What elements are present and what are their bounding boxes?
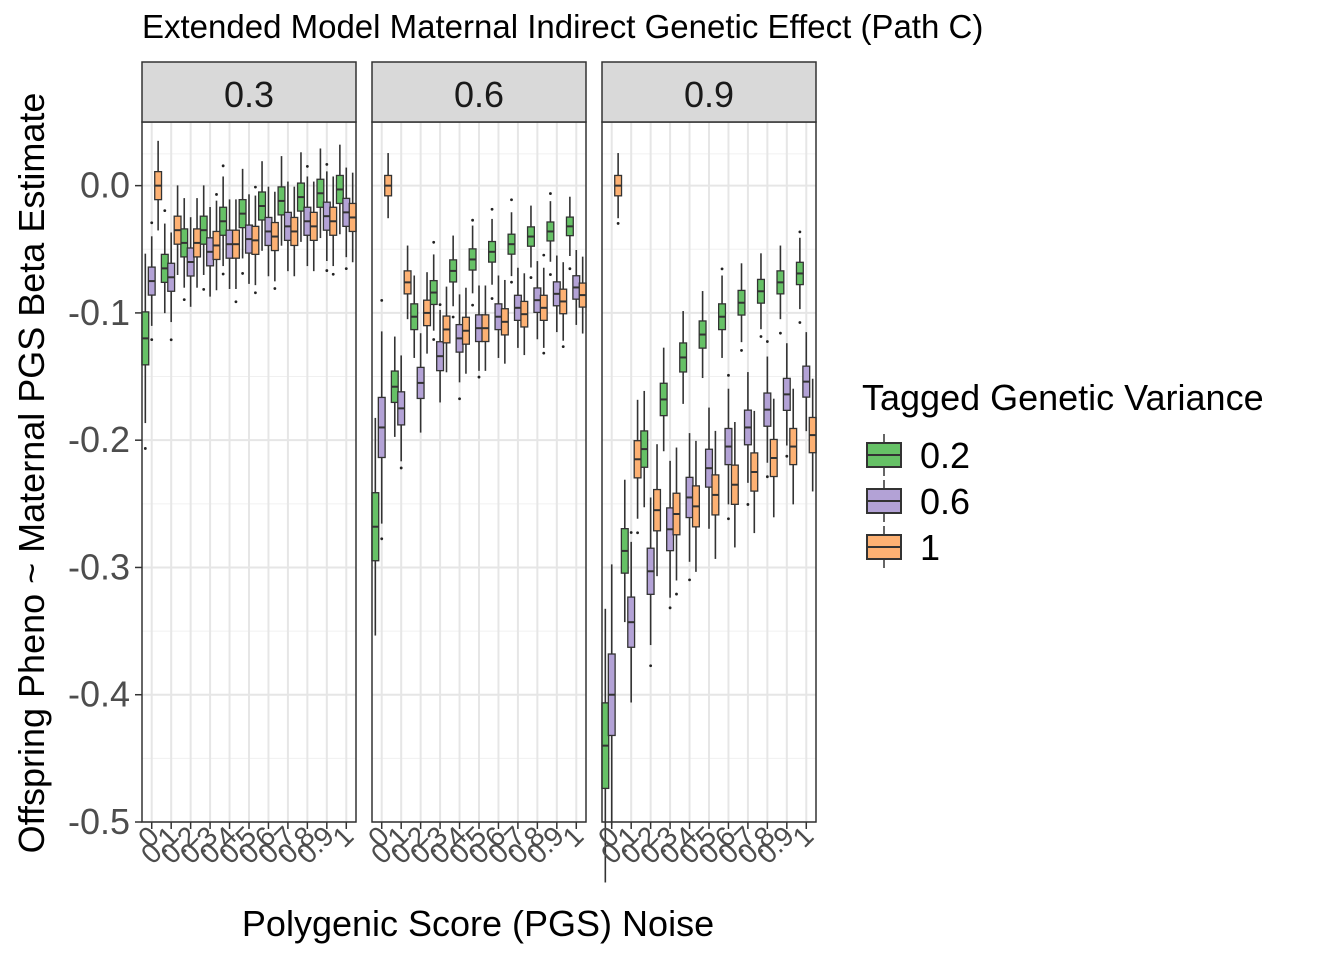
outlier-point: [616, 222, 620, 225]
outlier-point: [163, 209, 167, 212]
facet-panel: 0.300.10.20.30.40.50.60.70.80.91: [132, 61, 360, 870]
legend-title: Tagged Genetic Variance: [862, 377, 1264, 418]
outlier-point: [169, 338, 173, 342]
outlier-point: [759, 335, 763, 338]
facet-panel: 0.900.10.20.30.40.50.60.70.80.91: [592, 61, 820, 883]
outlier-point: [490, 297, 494, 300]
outlier-point: [542, 253, 546, 257]
outlier-point: [542, 351, 546, 355]
outlier-point: [746, 503, 750, 506]
facet-strip-label: 0.6: [454, 74, 504, 115]
y-tick-label: 0.0: [80, 165, 130, 206]
outlier-point: [380, 298, 384, 302]
chart-title: Extended Model Maternal Indirect Genetic…: [142, 8, 983, 45]
outlier-point: [785, 454, 789, 458]
outlier-point: [234, 300, 238, 304]
outlier-point: [325, 162, 329, 166]
facet-panel: 0.600.10.20.30.40.50.60.70.80.91: [362, 61, 590, 870]
outlier-point: [740, 349, 743, 352]
plot-layer: 0.300.10.20.30.40.50.60.70.80.910.600.10…: [68, 61, 970, 883]
outlier-point: [636, 531, 639, 535]
outlier-point: [649, 664, 653, 668]
outlier-point: [215, 193, 218, 196]
x-axis-label: Polygenic Score (PGS) Noise: [242, 903, 714, 944]
y-tick-label: -0.5: [68, 801, 130, 842]
outlier-point: [399, 466, 403, 470]
outlier-point: [765, 340, 769, 343]
facet-strip-label: 0.3: [224, 74, 274, 115]
outlier-point: [143, 447, 147, 450]
outlier-point: [432, 338, 436, 341]
outlier-point: [451, 315, 455, 319]
y-axis-label: Offspring Pheno ~ Maternal PGS Beta Esti…: [11, 93, 52, 854]
legend-label: 0.2: [920, 435, 970, 476]
outlier-point: [688, 578, 691, 582]
legend-item: 1: [866, 526, 940, 568]
outlier-point: [549, 192, 552, 195]
outlier-point: [629, 531, 633, 534]
outlier-point: [241, 272, 245, 275]
facet-strip: [371, 61, 587, 123]
outlier-point: [471, 303, 474, 307]
outlier-point: [471, 218, 474, 222]
outlier-point: [325, 269, 329, 272]
outlier-point: [529, 276, 533, 279]
outlier-point: [254, 291, 257, 295]
outlier-point: [675, 592, 678, 596]
outlier-point: [727, 517, 730, 521]
outlier-point: [150, 221, 154, 225]
outlier-point: [432, 240, 436, 244]
y-tick-label: -0.1: [68, 292, 130, 333]
outlier-point: [765, 475, 769, 479]
outlier-point: [380, 537, 384, 541]
facet-strip: [601, 61, 817, 123]
legend-item: 0.6: [866, 480, 970, 522]
outlier-point: [305, 165, 309, 168]
outlier-point: [668, 606, 672, 610]
y-tick-label: -0.3: [68, 546, 130, 587]
facet-strip: [141, 61, 357, 123]
outlier-point: [798, 230, 802, 234]
outlier-point: [202, 287, 206, 291]
outlier-point: [458, 397, 461, 401]
legend-label: 1: [920, 527, 940, 568]
outlier-point: [273, 287, 277, 290]
outlier-point: [182, 298, 186, 302]
outlier-point: [510, 280, 513, 284]
facet-strip-label: 0.9: [684, 74, 734, 115]
y-tick-label: -0.2: [68, 419, 130, 460]
outlier-point: [779, 331, 782, 335]
legend-label: 0.6: [920, 481, 970, 522]
outlier-point: [221, 272, 225, 276]
legend-item: 0.2: [866, 434, 970, 476]
outlier-point: [477, 375, 481, 379]
outlier-point: [221, 164, 225, 168]
outlier-point: [720, 267, 724, 271]
outlier-point: [798, 321, 802, 324]
outlier-point: [331, 272, 335, 276]
outlier-point: [150, 338, 154, 342]
outlier-point: [727, 373, 730, 377]
outlier-point: [549, 273, 552, 276]
outlier-point: [568, 267, 572, 271]
y-tick-label: -0.4: [68, 674, 130, 715]
outlier-point: [490, 207, 494, 211]
outlier-point: [510, 198, 513, 202]
outlier-point: [561, 345, 565, 349]
outlier-point: [438, 303, 442, 307]
outlier-point: [344, 267, 348, 271]
outlier-point: [254, 185, 257, 189]
